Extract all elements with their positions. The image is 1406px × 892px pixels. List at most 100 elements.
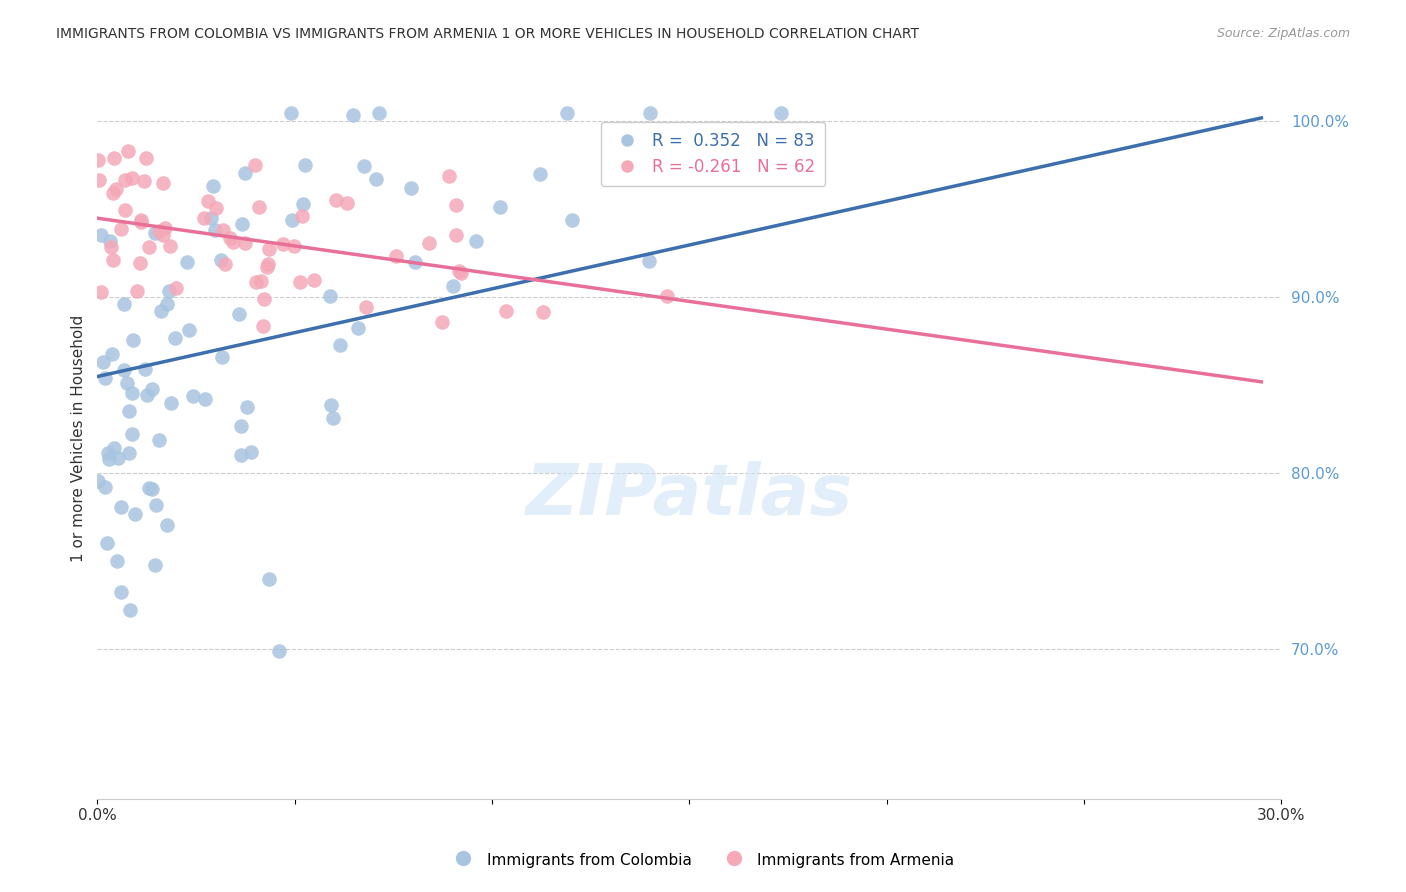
- Point: [447, 264, 470, 278]
- Point: [231, 418, 253, 433]
- Point: [219, 231, 242, 245]
- Point: [87, 474, 110, 488]
- Point: [657, 288, 679, 302]
- Point: [353, 159, 375, 173]
- Point: [141, 482, 163, 496]
- Point: [87, 153, 110, 167]
- Legend: Immigrants from Colombia, Immigrants from Armenia: Immigrants from Colombia, Immigrants fro…: [446, 845, 960, 875]
- Point: [159, 239, 181, 253]
- Point: [107, 451, 129, 466]
- Point: [98, 234, 121, 248]
- Point: [222, 235, 245, 249]
- Point: [183, 389, 205, 403]
- Point: [231, 448, 253, 462]
- Point: [129, 215, 152, 229]
- Point: [110, 500, 132, 514]
- Point: [110, 222, 132, 236]
- Y-axis label: 1 or more Vehicles in Household: 1 or more Vehicles in Household: [72, 315, 86, 562]
- Point: [194, 392, 217, 406]
- Point: [245, 275, 267, 289]
- Point: [450, 266, 472, 280]
- Point: [121, 427, 143, 442]
- Point: [157, 284, 180, 298]
- Point: [87, 173, 110, 187]
- Point: [294, 158, 316, 172]
- Point: [488, 200, 510, 214]
- Point: [640, 105, 662, 120]
- Point: [280, 212, 302, 227]
- Point: [233, 166, 256, 180]
- Point: [243, 158, 266, 172]
- Point: [202, 179, 225, 194]
- Point: [197, 194, 219, 209]
- Text: ZIPatlas: ZIPatlas: [526, 461, 853, 531]
- Point: [319, 399, 342, 413]
- Point: [259, 242, 281, 256]
- Legend: R =  0.352   N = 83, R = -0.261   N = 62: R = 0.352 N = 83, R = -0.261 N = 62: [600, 122, 825, 186]
- Point: [446, 228, 468, 243]
- Point: [555, 105, 578, 120]
- Point: [152, 228, 174, 243]
- Point: [619, 163, 641, 178]
- Point: [430, 315, 453, 329]
- Point: [385, 249, 408, 263]
- Point: [103, 441, 125, 455]
- Point: [240, 444, 263, 458]
- Point: [322, 411, 344, 425]
- Point: [156, 518, 179, 533]
- Point: [105, 554, 128, 568]
- Point: [347, 321, 370, 335]
- Point: [209, 252, 232, 267]
- Point: [399, 181, 422, 195]
- Point: [256, 257, 278, 271]
- Point: [228, 307, 250, 321]
- Point: [103, 151, 125, 165]
- Point: [94, 371, 117, 385]
- Point: [257, 572, 280, 586]
- Point: [205, 201, 228, 215]
- Point: [329, 337, 352, 351]
- Point: [118, 404, 141, 418]
- Point: [97, 446, 120, 460]
- Point: [101, 347, 124, 361]
- Point: [114, 202, 136, 217]
- Point: [118, 446, 141, 460]
- Point: [165, 281, 187, 295]
- Point: [96, 536, 118, 550]
- Point: [138, 240, 160, 254]
- Point: [117, 144, 139, 158]
- Point: [291, 209, 314, 223]
- Point: [342, 108, 364, 122]
- Point: [637, 254, 659, 268]
- Point: [269, 644, 291, 658]
- Point: [134, 362, 156, 376]
- Point: [114, 172, 136, 186]
- Point: [231, 217, 253, 231]
- Point: [418, 236, 440, 251]
- Point: [292, 197, 315, 211]
- Point: [153, 221, 176, 235]
- Point: [90, 227, 112, 242]
- Point: [124, 507, 146, 521]
- Point: [148, 433, 170, 447]
- Point: [143, 227, 166, 241]
- Point: [302, 273, 325, 287]
- Point: [112, 296, 135, 310]
- Point: [211, 350, 233, 364]
- Point: [465, 234, 488, 248]
- Point: [280, 105, 302, 120]
- Point: [441, 278, 464, 293]
- Point: [121, 385, 143, 400]
- Point: [177, 322, 200, 336]
- Point: [149, 303, 172, 318]
- Point: [160, 396, 183, 410]
- Point: [100, 240, 122, 254]
- Point: [271, 236, 294, 251]
- Point: [152, 177, 174, 191]
- Point: [91, 355, 114, 369]
- Point: [437, 169, 460, 183]
- Point: [319, 289, 342, 303]
- Point: [141, 383, 163, 397]
- Point: [368, 105, 391, 120]
- Point: [364, 171, 387, 186]
